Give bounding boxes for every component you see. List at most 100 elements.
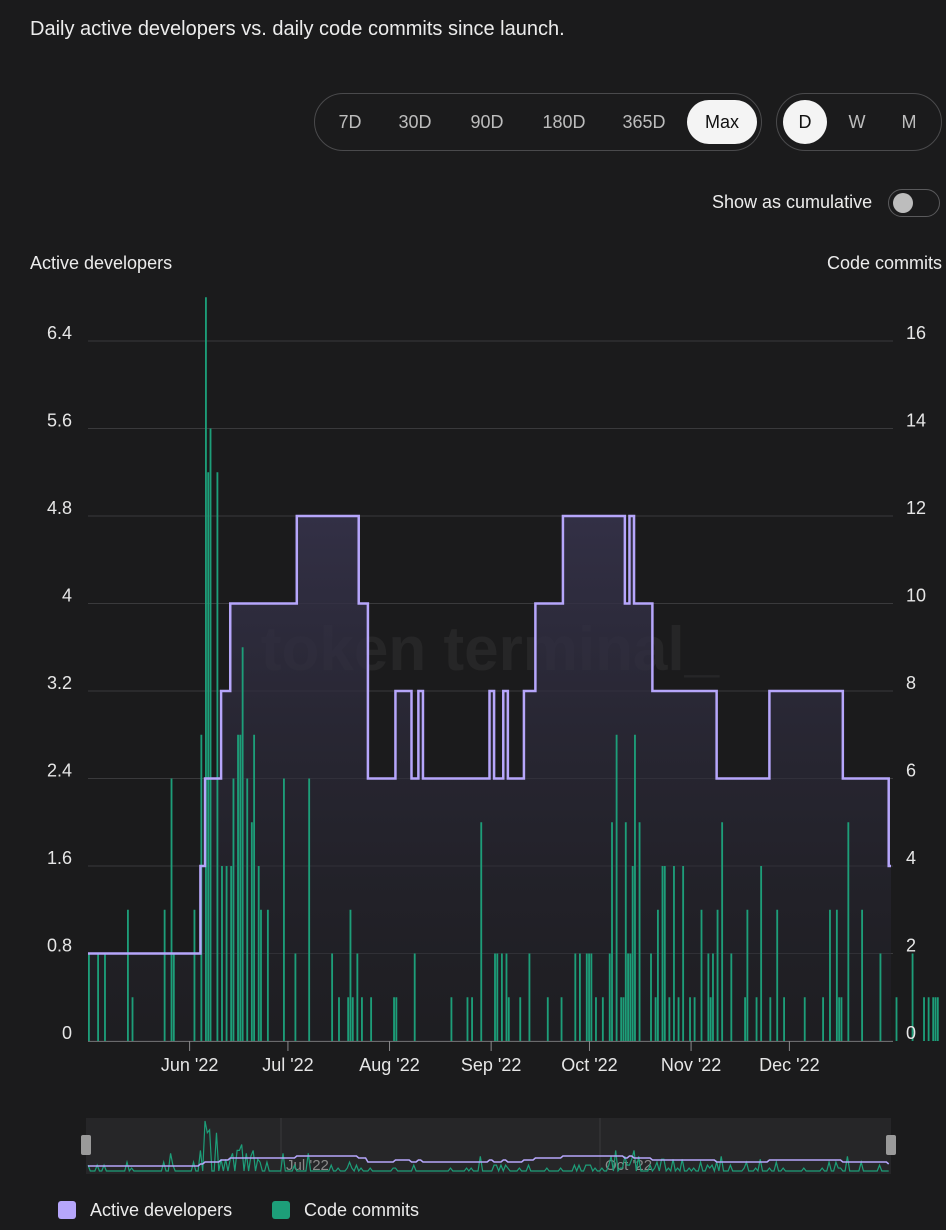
commit-bar <box>677 997 680 1041</box>
commit-bar <box>755 997 758 1041</box>
commit-bar <box>237 734 239 1041</box>
commit-bar <box>250 822 253 1041</box>
commit-bar <box>370 997 373 1041</box>
commit-bar <box>294 953 297 1041</box>
commit-bar <box>209 428 212 1041</box>
right-tick-label: 14 <box>906 411 926 431</box>
commit-bar <box>835 909 838 1041</box>
right-tick-label: 0 <box>906 1023 916 1043</box>
range-30d-button[interactable]: 30D <box>398 112 432 132</box>
commit-bar <box>601 997 604 1041</box>
commit-bar <box>829 909 831 1041</box>
commit-bar <box>721 822 724 1041</box>
legend-label-developers: Active developers <box>90 1200 233 1220</box>
commit-bar <box>936 997 939 1041</box>
x-tick-label: Jun '22 <box>161 1055 218 1075</box>
commit-bar <box>656 909 659 1041</box>
commit-bar <box>347 997 350 1041</box>
commit-bar <box>622 997 625 1041</box>
commit-bar <box>560 997 563 1041</box>
x-tick-label: Jul '22 <box>262 1055 313 1075</box>
commit-bar <box>450 997 453 1041</box>
commit-bar <box>927 997 930 1041</box>
granularity-day-button[interactable]: D <box>783 100 827 144</box>
right-tick-label: 6 <box>906 761 916 781</box>
legend-swatch-developers <box>58 1201 76 1219</box>
commit-bar <box>682 866 685 1041</box>
commit-bar <box>193 909 196 1041</box>
commit-bar <box>709 997 712 1041</box>
legend-label-commits: Code commits <box>304 1200 420 1220</box>
commit-bar <box>611 822 613 1041</box>
commit-bar <box>615 734 618 1041</box>
commit-bar <box>338 997 340 1041</box>
right-tick-label: 12 <box>906 498 926 518</box>
commit-bars <box>88 297 939 1041</box>
left-tick-label: 5.6 <box>47 411 72 431</box>
commit-bar <box>840 997 843 1041</box>
chart-subtitle: Daily active developers vs. daily code c… <box>30 18 565 40</box>
commit-bar <box>712 953 714 1041</box>
commit-bar <box>496 953 499 1041</box>
commit-bar <box>239 734 242 1041</box>
commit-bar <box>629 953 632 1041</box>
commit-bar <box>700 909 703 1041</box>
range-7d-button[interactable]: 7D <box>338 112 362 132</box>
left-tick-label: 3.2 <box>47 673 72 693</box>
commit-bar <box>673 866 675 1041</box>
commit-bar <box>760 866 763 1041</box>
commit-bar <box>466 997 469 1041</box>
commit-bar <box>519 997 522 1041</box>
commit-bar <box>257 866 260 1041</box>
commit-bar <box>879 953 882 1041</box>
commit-bar <box>861 909 864 1041</box>
left-tick-label: 2.4 <box>47 761 72 781</box>
right-axis-title: Code commits <box>826 253 942 273</box>
commit-bar <box>266 909 269 1041</box>
commit-bar <box>97 953 100 1041</box>
commit-bar <box>574 953 577 1041</box>
commit-bar <box>207 472 210 1041</box>
x-tick-label: Nov '22 <box>661 1055 721 1075</box>
commit-bar <box>838 997 841 1041</box>
commit-bar <box>351 997 354 1041</box>
navigator[interactable]: Jul '22 Oct '22 <box>81 1118 896 1174</box>
cumulative-toggle[interactable] <box>888 189 940 217</box>
right-tick-label: 4 <box>906 848 916 868</box>
left-tick-label: 6.4 <box>47 323 72 343</box>
range-90d-button[interactable]: 90D <box>470 112 504 132</box>
range-365d-button[interactable]: 365D <box>622 112 666 132</box>
navigator-left-handle[interactable] <box>81 1135 91 1155</box>
x-tick-label: Sep '22 <box>461 1055 522 1075</box>
x-tick-label: Dec '22 <box>759 1055 819 1075</box>
commit-bar <box>205 297 207 1041</box>
range-max-button[interactable]: Max <box>687 100 757 144</box>
right-tick-label: 16 <box>906 323 926 343</box>
range-180d-button[interactable]: 180D <box>542 112 586 132</box>
commit-bar <box>654 997 657 1041</box>
commit-bar <box>216 472 219 1041</box>
commit-bar <box>471 997 473 1041</box>
navigator-background <box>86 1118 891 1174</box>
commit-bar <box>634 734 636 1041</box>
commit-bar <box>595 997 597 1041</box>
granularity-month-button[interactable]: M <box>901 112 917 132</box>
navigator-right-handle[interactable] <box>886 1135 896 1155</box>
left-axis-ticks: 0 0.8 1.6 2.4 3.2 4 4.8 5.6 6.4 <box>47 323 72 1043</box>
granularity-week-button[interactable]: W <box>848 112 866 132</box>
commit-bar <box>500 953 503 1041</box>
x-tick-label: Aug '22 <box>359 1055 420 1075</box>
right-tick-label: 10 <box>906 586 926 606</box>
commit-bar <box>578 953 581 1041</box>
commit-bar <box>356 953 359 1041</box>
commit-bar <box>693 997 696 1041</box>
commit-bar <box>911 953 914 1041</box>
commit-bar <box>769 997 772 1041</box>
left-tick-label: 0 <box>62 1023 72 1043</box>
navigator-commits-line <box>87 1120 889 1173</box>
commit-bar <box>822 997 825 1041</box>
cumulative-toggle-label: Show as cumulative <box>712 192 873 212</box>
commit-bar <box>631 866 634 1041</box>
commit-bar <box>528 953 531 1041</box>
commit-bar <box>932 997 935 1041</box>
